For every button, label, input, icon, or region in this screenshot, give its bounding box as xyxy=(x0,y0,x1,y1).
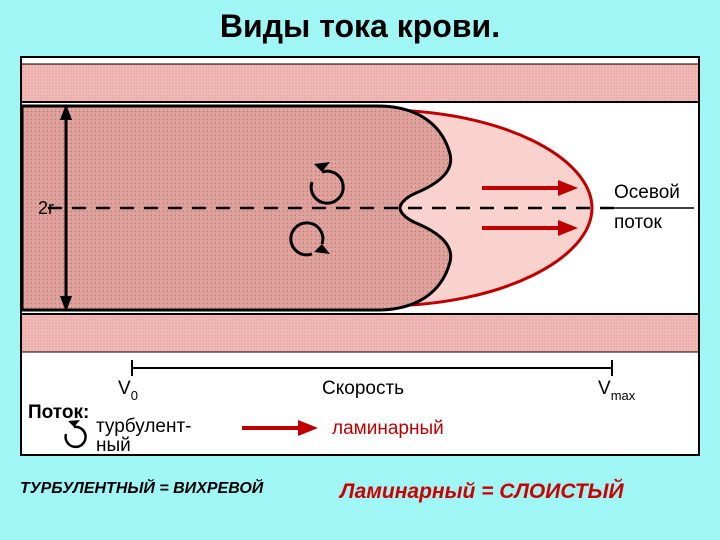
diagram-figure: 2r Осевой поток xyxy=(20,56,700,456)
svg-text:ный: ный xyxy=(96,435,131,454)
page-title: Виды тока крови. xyxy=(0,8,720,45)
legend-laminar: ламинарный xyxy=(242,418,444,439)
axial-label-2: поток xyxy=(614,212,662,233)
svg-text:ламинарный: ламинарный xyxy=(332,418,444,439)
svg-text:V0: V0 xyxy=(118,378,138,403)
footer-turbulent-label: ТУРБУЛЕНТНЫЙ = ВИХРЕВОЙ xyxy=(20,480,263,498)
svg-text:турбулент-: турбулент- xyxy=(96,416,192,437)
svg-text:Скорость: Скорость xyxy=(322,378,404,399)
svg-text:Vmax: Vmax xyxy=(598,378,636,403)
footer-laminar-label: Ламинарный = СЛОИСТЫЙ xyxy=(340,480,624,504)
axial-label-1: Осевой xyxy=(614,182,680,203)
vessel-wall-top xyxy=(22,64,698,102)
flow-legend-label: Поток: xyxy=(28,402,89,423)
radius-label: 2r xyxy=(38,198,54,218)
vessel-wall-bottom xyxy=(22,314,698,352)
speed-axis: V0 Скорость Vmax xyxy=(118,360,636,403)
